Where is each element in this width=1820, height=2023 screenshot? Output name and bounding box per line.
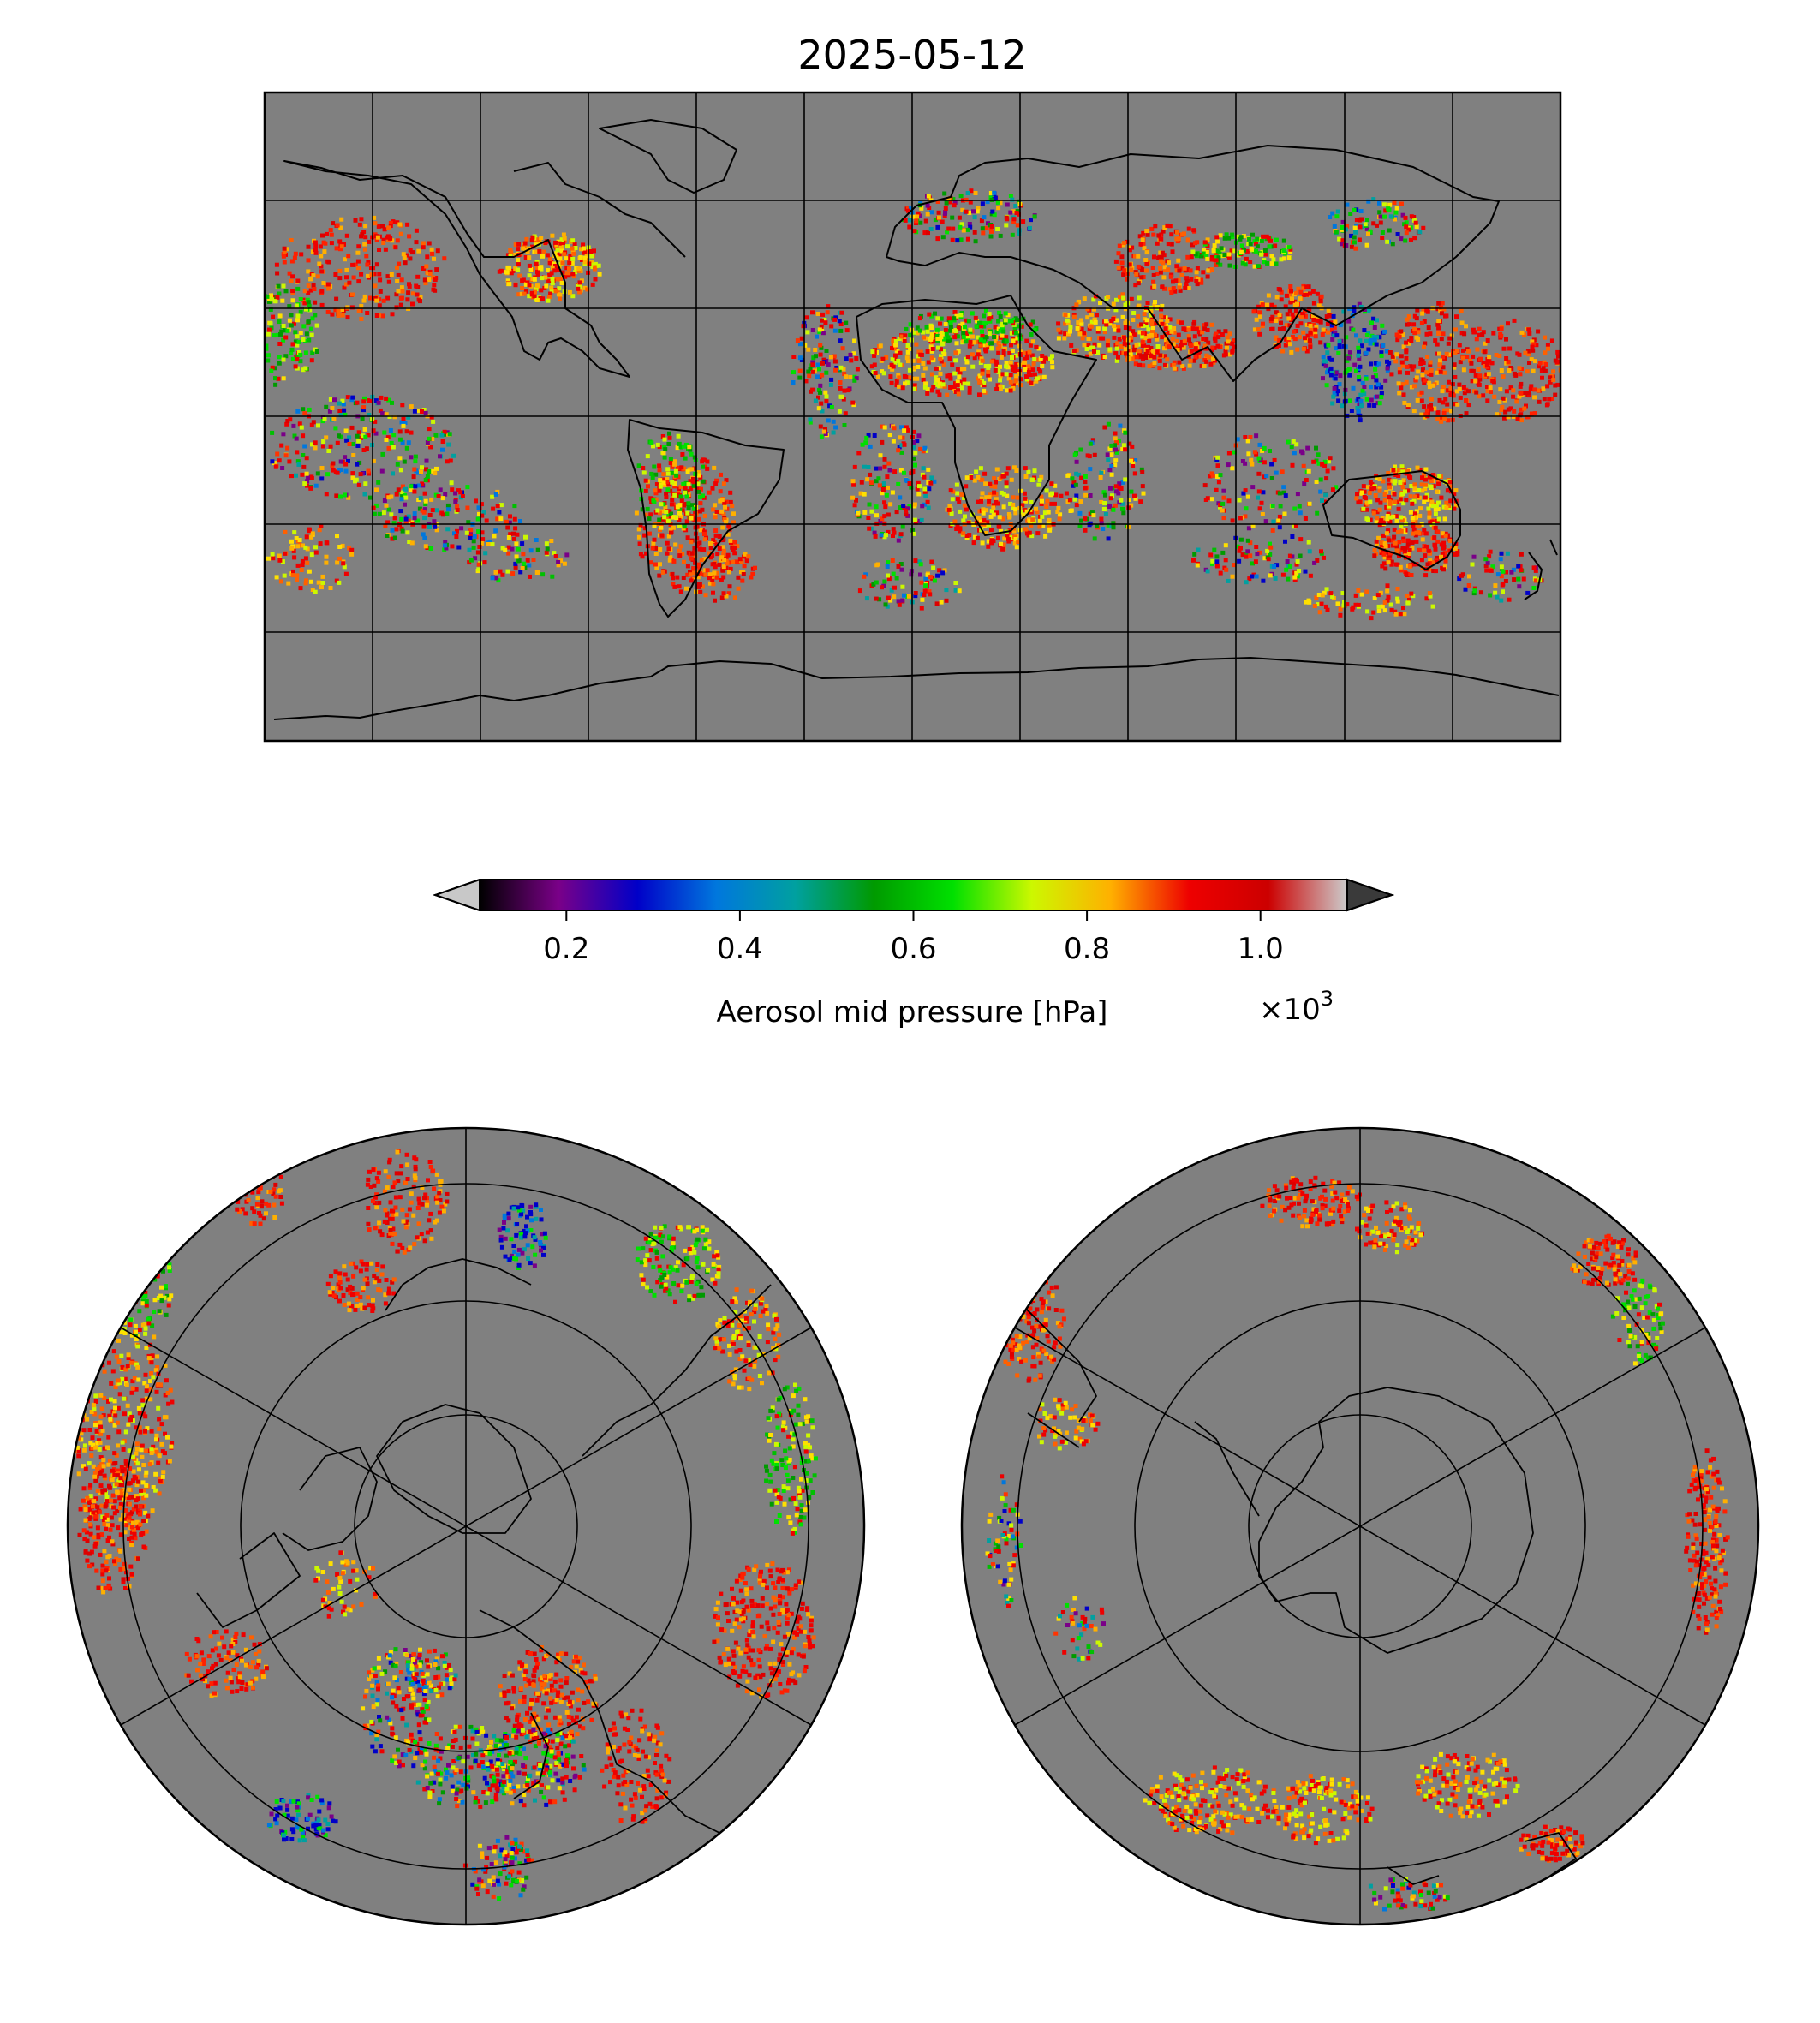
colorbar-tick-label: 0.2 bbox=[543, 932, 589, 966]
south-polar-map bbox=[960, 1126, 1760, 1926]
colorbar-tick-label: 0.8 bbox=[1064, 932, 1110, 966]
coastline-africa bbox=[856, 295, 1097, 536]
global-map-frame bbox=[263, 91, 1562, 743]
coastline-new-zealand bbox=[1524, 539, 1558, 600]
coastline-eurasia-north bbox=[479, 1609, 720, 1834]
figure-title: 2025-05-12 bbox=[797, 32, 1026, 78]
coastline-alaska bbox=[385, 1258, 532, 1311]
coastline-antarctica-south bbox=[1258, 1387, 1534, 1654]
coastline-southern-land bbox=[1387, 1832, 1577, 1885]
colorbar-offset-exponent: 3 bbox=[1321, 987, 1334, 1011]
coastline-antarctica bbox=[273, 657, 1560, 720]
global-map bbox=[263, 91, 1562, 743]
coastline-antarctic-peninsula bbox=[1194, 1421, 1260, 1517]
colorbar-ticks: 0.2 0.4 0.6 0.8 1.0 bbox=[543, 910, 1284, 966]
colorbar-label: Aerosol mid pressure [hPa] bbox=[717, 995, 1108, 1029]
coastline-canada-arctic bbox=[196, 1447, 378, 1628]
colorbar-tick-label: 0.6 bbox=[890, 932, 936, 966]
coastline-hudson-greenland bbox=[513, 119, 737, 258]
colorbar-tick-label: 0.4 bbox=[717, 932, 763, 966]
south-polar-frame bbox=[960, 1126, 1760, 1926]
coastline-greenland bbox=[376, 1404, 532, 1534]
north-polar-frame bbox=[66, 1126, 866, 1926]
global-aerosol-field bbox=[265, 188, 1560, 621]
coastline-north-america bbox=[283, 160, 630, 378]
colorbar: 0.2 0.4 0.6 0.8 1.0 Aerosol mid pressure [hP… bbox=[432, 878, 1395, 1029]
coastline-siberia bbox=[582, 1284, 772, 1457]
north-polar-coastlines bbox=[196, 1258, 772, 1834]
north-polar-aerosol-field bbox=[69, 1149, 818, 1901]
coastline-south-america bbox=[627, 419, 785, 618]
colorbar-over-extension bbox=[1346, 878, 1395, 912]
north-polar-gridlines bbox=[120, 1128, 812, 1925]
coastline-australia bbox=[1322, 470, 1461, 570]
colorbar-offset-text: ×103 bbox=[1259, 987, 1334, 1027]
south-polar-gridlines bbox=[1014, 1128, 1706, 1925]
global-gridlines bbox=[265, 92, 1560, 741]
colorbar-under-extension bbox=[432, 878, 480, 912]
colorbar-gradient bbox=[480, 880, 1347, 910]
north-polar-map bbox=[66, 1126, 866, 1926]
colorbar-outline bbox=[432, 879, 1395, 911]
colorbar-tick-label: 1.0 bbox=[1238, 932, 1284, 966]
